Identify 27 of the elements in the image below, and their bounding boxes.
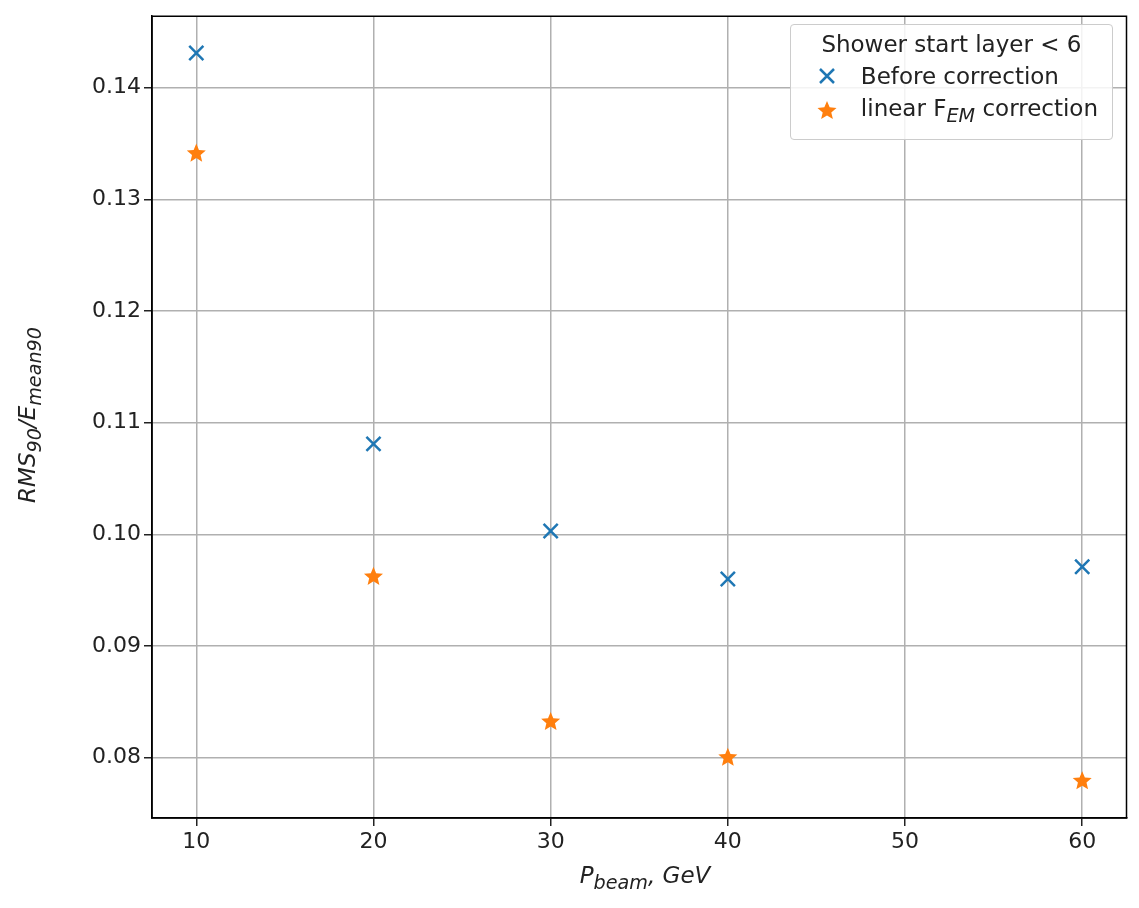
point — [719, 570, 737, 588]
y-tick-label: 0.12 — [92, 296, 141, 322]
point — [1073, 558, 1091, 576]
point — [363, 566, 383, 585]
x-tick-label: 10 — [182, 827, 211, 853]
x-tick-label: 50 — [891, 827, 920, 853]
y-tick-label: 0.13 — [92, 185, 141, 211]
x-tick-label: 30 — [536, 827, 565, 853]
x-tick-label: 40 — [713, 827, 742, 853]
y-tick-label: 0.14 — [92, 73, 141, 99]
point — [365, 435, 382, 453]
legend-label: Before correction — [860, 63, 1059, 89]
point — [542, 522, 559, 540]
point — [541, 711, 561, 731]
point — [1072, 771, 1092, 790]
x-tick-label: 20 — [359, 827, 388, 853]
y-tick-label: 0.11 — [92, 408, 141, 434]
point — [718, 747, 738, 766]
point — [186, 143, 206, 162]
y-tick-label: 0.10 — [92, 520, 141, 546]
x-axis-title: P$_{beam}$, GeV — [579, 862, 711, 894]
y-tick-label: 0.09 — [92, 631, 141, 657]
legend-label: linear F$_{EM}$ correction — [860, 95, 1098, 127]
y-tick-label: 0.08 — [92, 743, 141, 769]
point — [187, 44, 205, 62]
x-tick-label: 60 — [1068, 827, 1097, 853]
legend-title: Shower start layer < 6 — [820, 31, 1083, 57]
